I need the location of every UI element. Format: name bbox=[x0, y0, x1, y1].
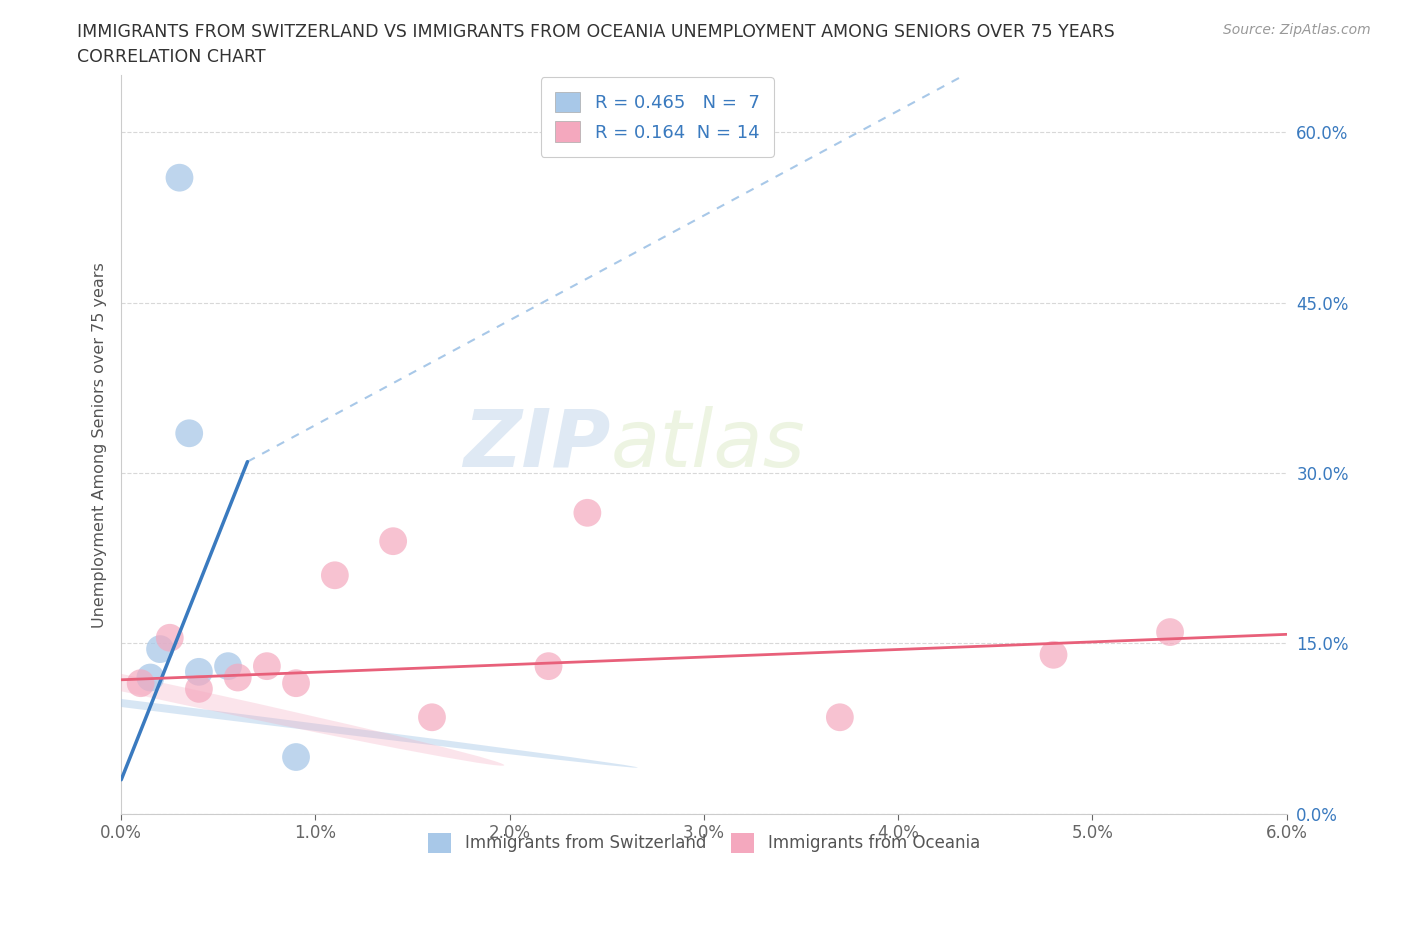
Point bbox=[149, 642, 172, 657]
Point bbox=[382, 534, 405, 549]
Point bbox=[256, 658, 278, 673]
Point bbox=[159, 631, 181, 645]
Point bbox=[1042, 647, 1064, 662]
Point bbox=[285, 676, 308, 691]
Text: ZIP: ZIP bbox=[464, 405, 610, 484]
Point bbox=[420, 710, 443, 724]
Point bbox=[129, 676, 152, 691]
Point bbox=[1159, 625, 1181, 640]
Point bbox=[187, 664, 209, 679]
Point bbox=[169, 170, 191, 185]
Ellipse shape bbox=[0, 612, 505, 765]
Point bbox=[187, 682, 209, 697]
Point bbox=[179, 426, 201, 441]
Point bbox=[226, 671, 249, 685]
Text: Source: ZipAtlas.com: Source: ZipAtlas.com bbox=[1223, 23, 1371, 37]
Point bbox=[285, 750, 308, 764]
Legend: Immigrants from Switzerland, Immigrants from Oceania: Immigrants from Switzerland, Immigrants … bbox=[419, 825, 988, 861]
Point bbox=[537, 658, 560, 673]
Text: CORRELATION CHART: CORRELATION CHART bbox=[77, 48, 266, 66]
Point bbox=[828, 710, 851, 724]
Text: IMMIGRANTS FROM SWITZERLAND VS IMMIGRANTS FROM OCEANIA UNEMPLOYMENT AMONG SENIOR: IMMIGRANTS FROM SWITZERLAND VS IMMIGRANT… bbox=[77, 23, 1115, 41]
Point bbox=[217, 658, 239, 673]
Point bbox=[323, 568, 346, 583]
Ellipse shape bbox=[0, 644, 638, 767]
Point bbox=[139, 671, 162, 685]
Y-axis label: Unemployment Among Seniors over 75 years: Unemployment Among Seniors over 75 years bbox=[93, 261, 107, 628]
Point bbox=[576, 505, 599, 520]
Text: atlas: atlas bbox=[610, 405, 806, 484]
